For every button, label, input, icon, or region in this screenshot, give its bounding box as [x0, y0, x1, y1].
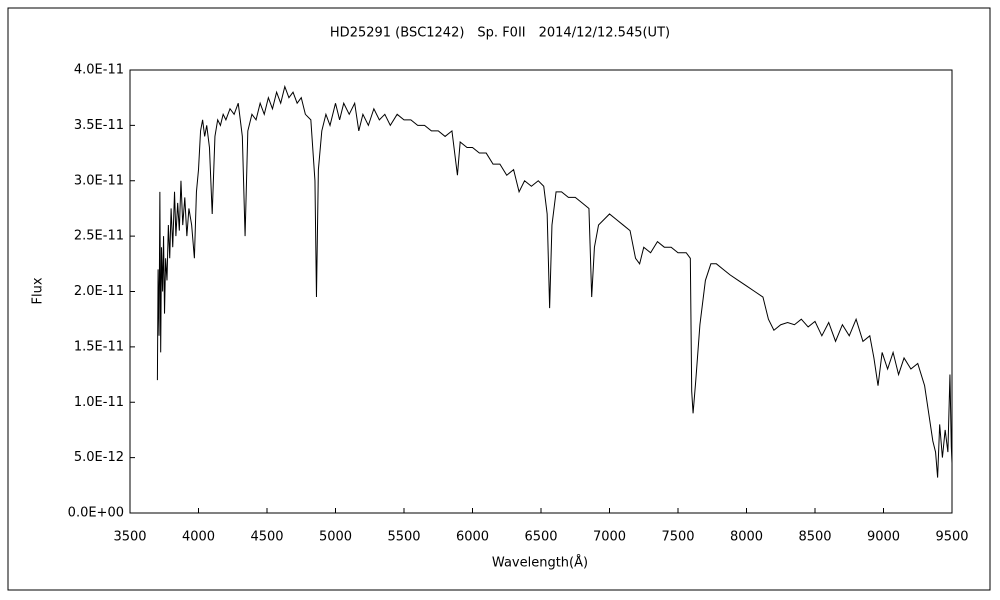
x-tick-label: 6000	[456, 530, 489, 545]
x-tick-label: 7000	[593, 530, 626, 545]
y-tick-label: 3.0E-11	[74, 173, 124, 188]
y-tick-label: 2.0E-11	[74, 284, 124, 299]
x-tick-label: 4000	[182, 530, 215, 545]
x-tick-label: 5500	[387, 530, 420, 545]
y-tick-label: 2.5E-11	[74, 229, 124, 244]
x-tick-label: 8000	[730, 530, 763, 545]
y-axis-label: Flux	[31, 277, 46, 304]
y-tick-label: 1.0E-11	[74, 395, 124, 410]
spectrum-line	[156, 84, 953, 478]
y-tick-label: 4.0E-11	[74, 63, 124, 78]
x-tick-label: 7500	[661, 530, 694, 545]
x-tick-label: 8500	[798, 530, 831, 545]
x-tick-label: 5000	[319, 530, 352, 545]
x-axis-label: Wavelength(Å)	[492, 555, 588, 571]
y-tick-label: 1.5E-11	[74, 339, 124, 354]
chart-title: HD25291 (BSC1242) Sp. F0II 2014/12/12.54…	[330, 26, 670, 41]
x-tick-label: 6500	[524, 530, 557, 545]
x-tick-label: 9500	[935, 530, 968, 545]
y-tick-label: 0.0E+00	[68, 506, 124, 521]
plot-area	[129, 69, 953, 514]
y-tick-label: 3.5E-11	[74, 118, 124, 133]
frame	[7, 7, 991, 591]
x-tick-label: 3500	[113, 530, 146, 545]
y-tick-label: 5.0E-12	[74, 450, 124, 465]
x-tick-label: 4500	[250, 530, 283, 545]
x-tick-label: 9000	[867, 530, 900, 545]
